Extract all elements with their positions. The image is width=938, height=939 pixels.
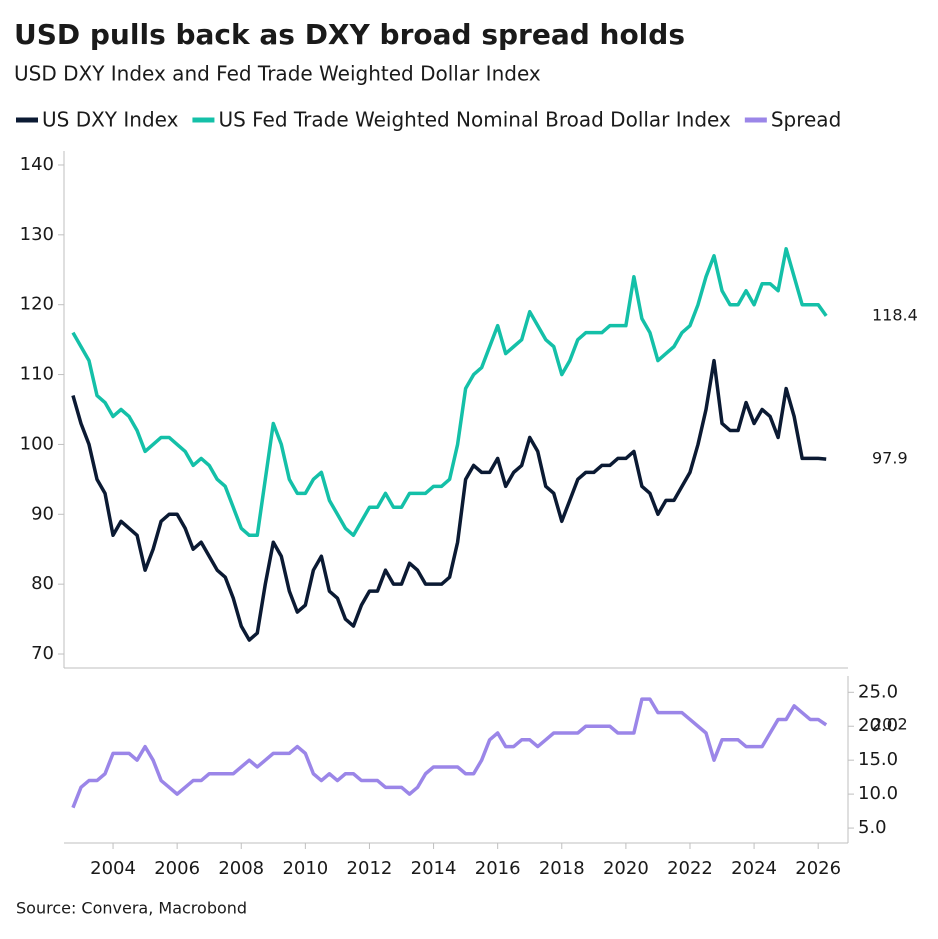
chart-subtitle: USD DXY Index and Fed Trade Weighted Dol… bbox=[14, 62, 541, 86]
x-tick-label: 2014 bbox=[411, 858, 457, 879]
x-tick-label: 2016 bbox=[475, 858, 521, 879]
x-tick-label: 2026 bbox=[795, 858, 841, 879]
y2-tick-label: 25.0 bbox=[858, 681, 898, 702]
legend-label: US Fed Trade Weighted Nominal Broad Doll… bbox=[218, 108, 731, 132]
y-tick-label: 80 bbox=[31, 573, 54, 594]
chart-title: USD pulls back as DXY broad spread holds bbox=[14, 18, 685, 51]
series-line bbox=[71, 697, 828, 809]
x-tick-label: 2004 bbox=[90, 858, 136, 879]
y2-tick-label: 10.0 bbox=[858, 783, 898, 804]
y-tick-label: 90 bbox=[31, 503, 54, 524]
x-tick-label: 2012 bbox=[347, 858, 393, 879]
x-tick-label: 2018 bbox=[539, 858, 585, 879]
x-tick-label: 2022 bbox=[667, 858, 713, 879]
legend-label: US DXY Index bbox=[42, 108, 179, 132]
y2-tick-label: 5.0 bbox=[858, 817, 887, 838]
y-tick-label: 140 bbox=[20, 154, 54, 175]
y-tick-label: 70 bbox=[31, 643, 54, 664]
x-tick-label: 2024 bbox=[731, 858, 777, 879]
y-tick-label: 130 bbox=[20, 224, 54, 245]
end-value-label: 118.4 bbox=[872, 305, 918, 324]
y-tick-label: 100 bbox=[20, 433, 54, 454]
y-tick-label: 110 bbox=[20, 364, 54, 385]
x-tick-label: 2008 bbox=[218, 858, 264, 879]
end-value-label: 97.9 bbox=[872, 449, 908, 468]
y2-tick-label: 20.0 bbox=[858, 715, 898, 736]
x-tick-label: 2020 bbox=[603, 858, 649, 879]
legend-label: Spread bbox=[771, 108, 841, 132]
series-line bbox=[71, 358, 827, 642]
end-value-label: 20.2 bbox=[872, 714, 908, 733]
series-line bbox=[71, 247, 828, 538]
x-tick-label: 2010 bbox=[282, 858, 328, 879]
y-tick-label: 120 bbox=[20, 294, 54, 315]
source-note: Source: Convera, Macrobond bbox=[16, 899, 247, 918]
x-tick-label: 2006 bbox=[154, 858, 200, 879]
y2-tick-label: 15.0 bbox=[858, 749, 898, 770]
